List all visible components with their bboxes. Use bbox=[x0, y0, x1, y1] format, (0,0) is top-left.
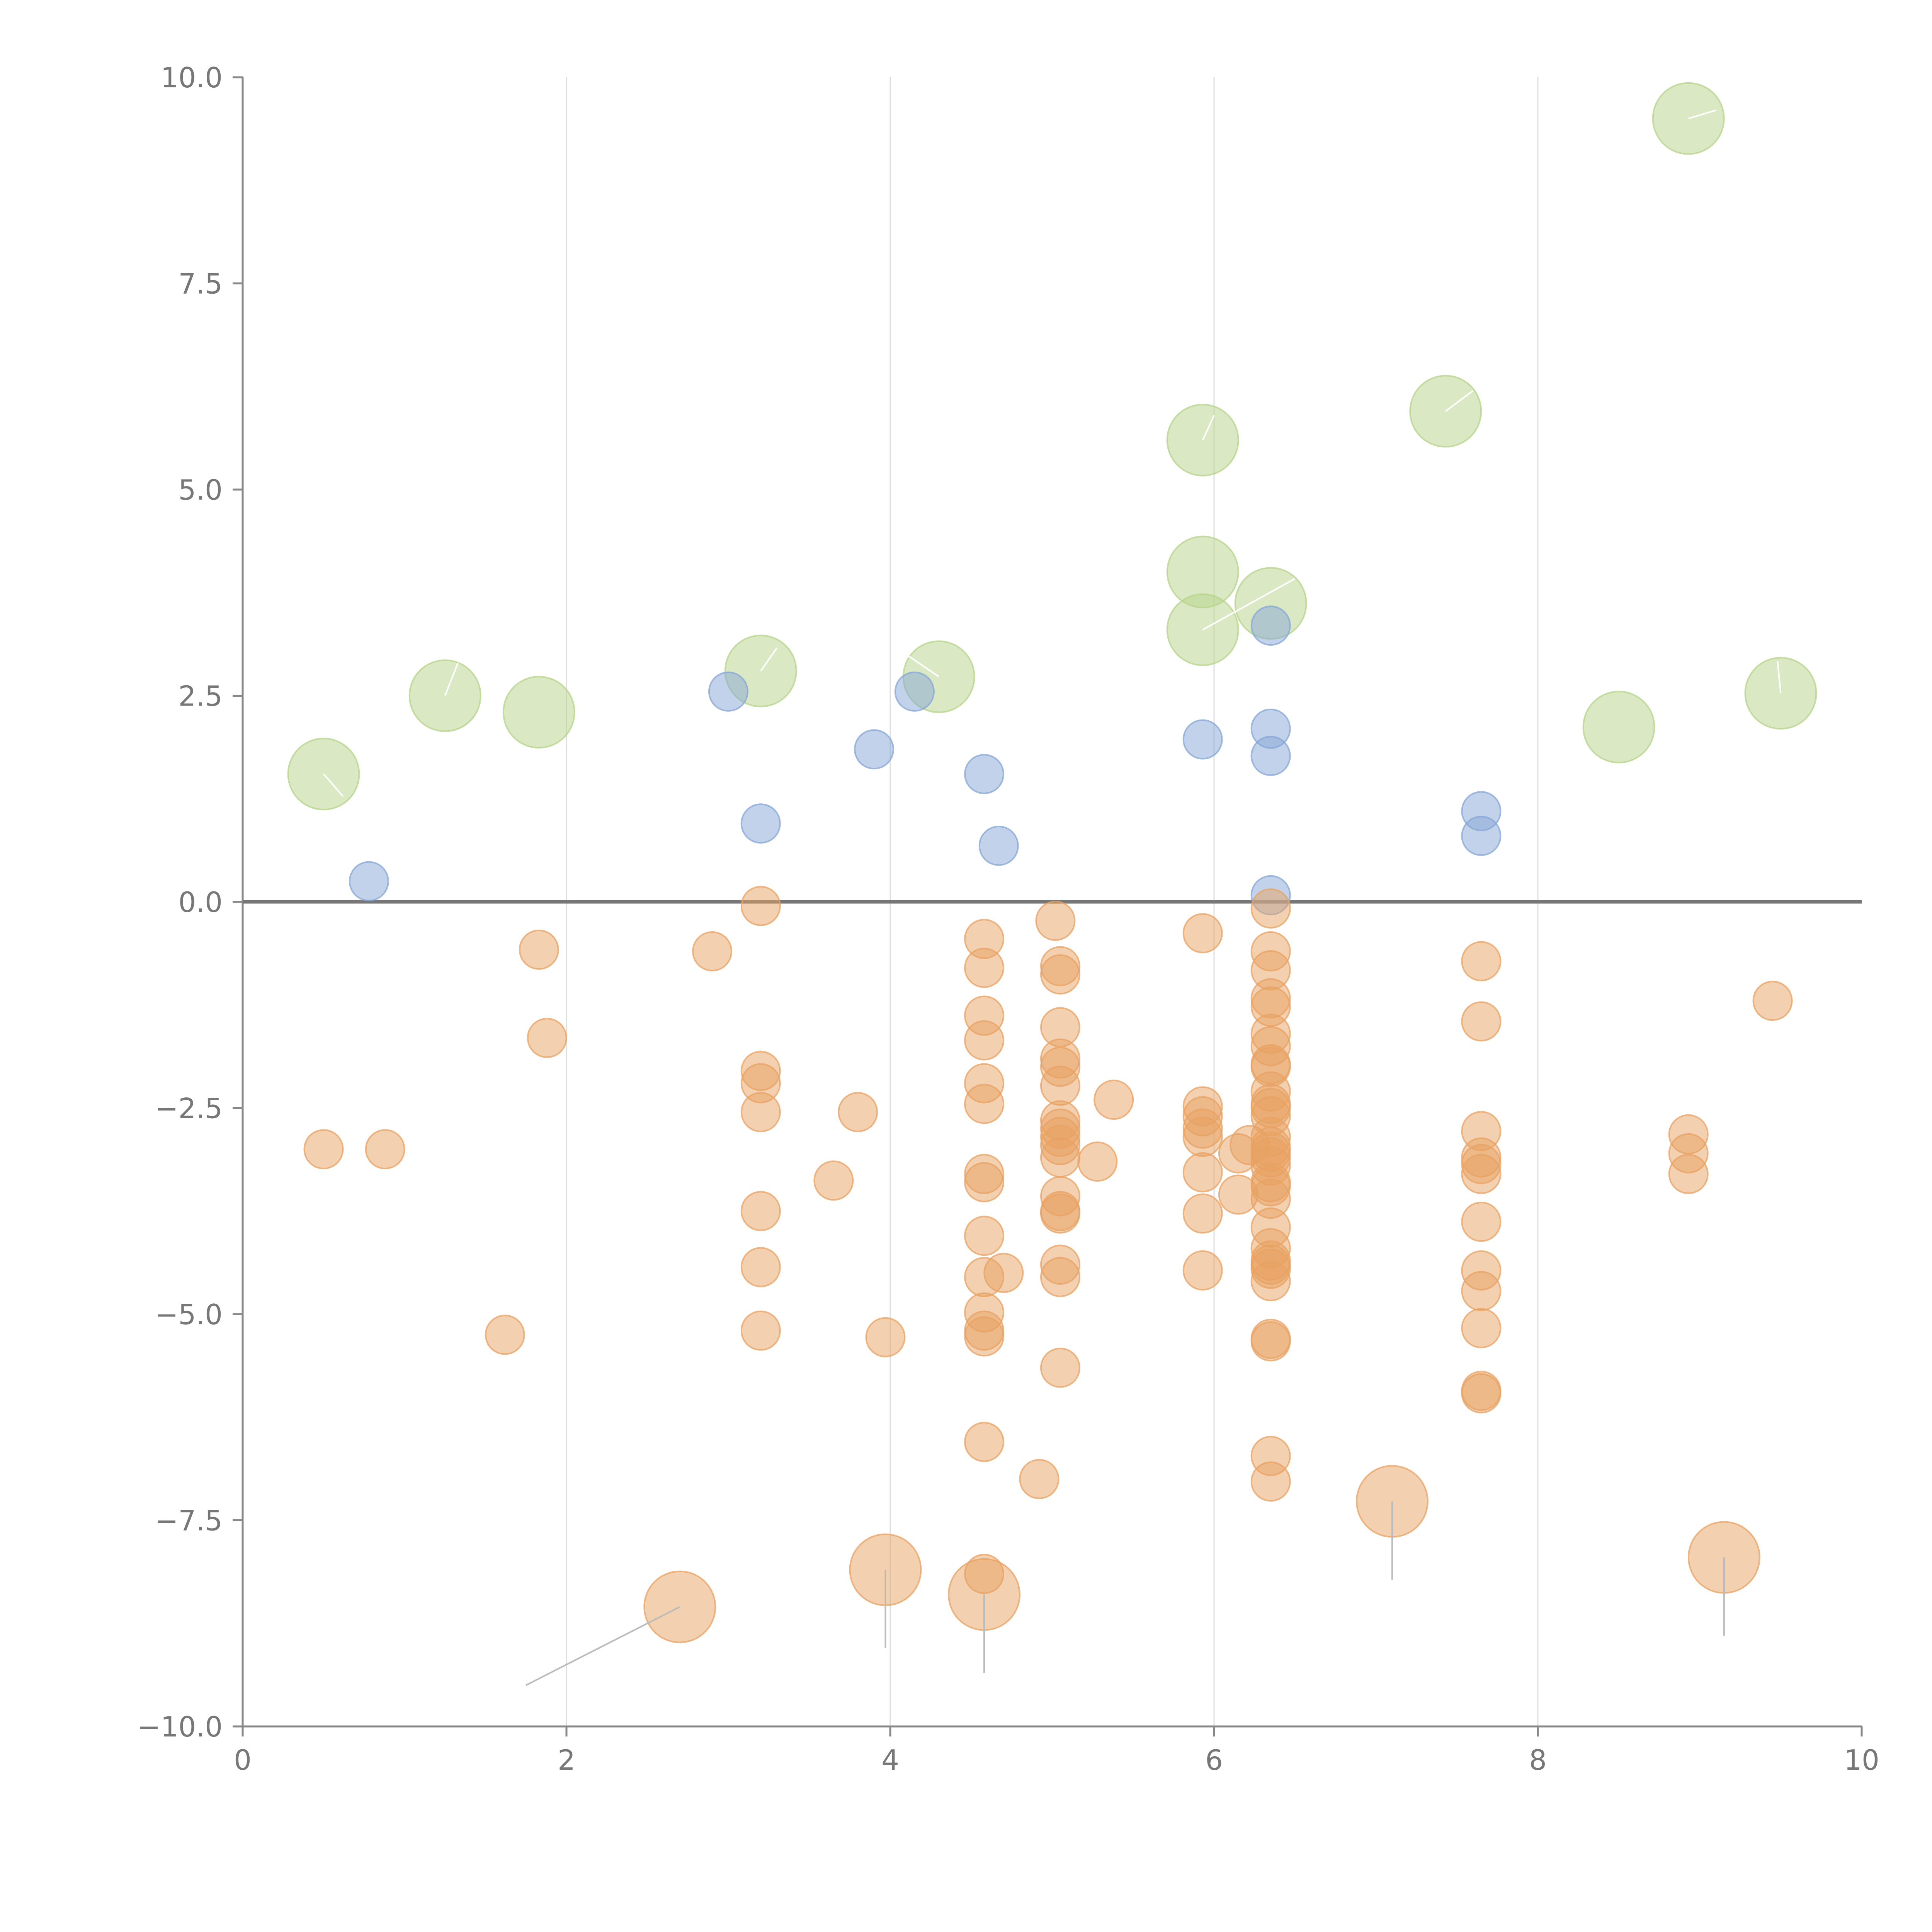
data-point-medium-negative bbox=[1461, 1373, 1502, 1413]
data-point-medium-negative bbox=[838, 1092, 878, 1133]
y-tick-label: 0.0 bbox=[178, 886, 223, 918]
annotation-leader-line bbox=[1688, 109, 1716, 119]
data-point-medium-positive bbox=[708, 671, 748, 712]
y-tick-label: −10.0 bbox=[137, 1711, 223, 1743]
data-point-medium-negative bbox=[1040, 1193, 1080, 1234]
x-tick-label: 0 bbox=[234, 1744, 252, 1776]
data-point-medium-negative bbox=[1182, 1250, 1223, 1291]
data-point-medium-negative bbox=[1461, 1271, 1502, 1311]
data-point-medium-negative bbox=[813, 1160, 854, 1201]
data-point-medium-negative bbox=[964, 1083, 1005, 1124]
data-point-medium-negative bbox=[964, 1216, 1005, 1256]
data-point-medium-positive bbox=[1250, 605, 1291, 646]
annotation-leader-line bbox=[444, 662, 459, 696]
data-point-medium-negative bbox=[1182, 913, 1223, 954]
y-tick-label: 7.5 bbox=[178, 268, 223, 300]
data-point-medium-negative bbox=[1182, 1193, 1223, 1234]
data-point-medium-negative bbox=[983, 1253, 1024, 1293]
data-point-medium-negative bbox=[1250, 888, 1291, 929]
data-point-medium-negative bbox=[1250, 1461, 1291, 1502]
data-point-medium-negative bbox=[1182, 1152, 1223, 1192]
x-tick-label: 2 bbox=[558, 1744, 575, 1776]
annotation-leader-line bbox=[323, 773, 344, 797]
data-point-medium-positive bbox=[978, 825, 1019, 866]
data-point-medium-positive bbox=[964, 754, 1005, 794]
data-point-medium-negative bbox=[1752, 981, 1793, 1021]
data-point-medium-positive bbox=[1461, 816, 1502, 856]
data-point-medium-negative bbox=[740, 1191, 781, 1231]
x-tick-label: 4 bbox=[881, 1744, 899, 1776]
annotation-leader-line bbox=[760, 647, 778, 672]
data-point-medium-negative bbox=[1668, 1154, 1709, 1194]
x-tick-label: 8 bbox=[1529, 1744, 1547, 1776]
data-point-medium-negative bbox=[1461, 1201, 1502, 1242]
data-point-medium-negative bbox=[964, 1316, 1005, 1357]
data-point-medium-negative bbox=[865, 1317, 906, 1357]
point-layer bbox=[287, 82, 1817, 1643]
data-point-medium-negative bbox=[485, 1315, 525, 1355]
data-point-medium-positive bbox=[349, 861, 389, 901]
data-point-medium-negative bbox=[740, 1247, 781, 1287]
data-point-large-positive bbox=[502, 676, 575, 749]
data-point-medium-negative bbox=[740, 886, 781, 926]
data-point-medium-negative bbox=[1461, 941, 1502, 981]
annotation-leader-line bbox=[1777, 661, 1782, 694]
annotation-leader-line bbox=[1445, 390, 1474, 412]
data-point-medium-negative bbox=[527, 1018, 567, 1058]
data-point-medium-negative bbox=[1035, 901, 1076, 941]
data-point-medium-negative bbox=[1461, 1308, 1502, 1349]
y-tick-label: −7.5 bbox=[155, 1505, 223, 1537]
annotation-leader-line bbox=[906, 654, 939, 678]
data-point-medium-positive bbox=[740, 803, 781, 844]
data-point-large-positive bbox=[1582, 690, 1655, 764]
annotation-leader-line bbox=[526, 1606, 680, 1686]
x-tick-label: 10 bbox=[1844, 1744, 1879, 1776]
y-tick-label: 2.5 bbox=[178, 680, 223, 713]
y-tick-label: −5.0 bbox=[155, 1298, 223, 1331]
x-tick-label: 6 bbox=[1205, 1744, 1223, 1776]
data-point-medium-negative bbox=[740, 1092, 781, 1133]
data-point-medium-negative bbox=[1040, 1347, 1080, 1388]
annotation-layer bbox=[323, 109, 1782, 1686]
data-point-medium-negative bbox=[1077, 1141, 1118, 1182]
annotation-leader-line bbox=[1202, 578, 1296, 631]
data-point-medium-positive bbox=[854, 729, 895, 770]
y-tick-label: −2.5 bbox=[155, 1092, 223, 1125]
annotation-leader-line bbox=[1202, 415, 1215, 440]
data-point-medium-positive bbox=[894, 671, 935, 712]
data-point-medium-negative bbox=[1040, 954, 1080, 995]
data-point-medium-negative bbox=[1040, 1065, 1080, 1106]
data-point-medium-negative bbox=[692, 931, 733, 972]
data-point-medium-negative bbox=[964, 947, 1005, 988]
data-point-medium-negative bbox=[1040, 1257, 1080, 1297]
data-point-medium-negative bbox=[1461, 1154, 1502, 1194]
axis-layer: 0 2 4 6 8 10 10.0 7.5 5.0 2.5 0.0 −2.5 −5.0 −7.5 −10.0 bbox=[137, 61, 1879, 1776]
y-tick-label: 5.0 bbox=[178, 474, 223, 506]
data-point-medium-negative bbox=[740, 1310, 781, 1351]
data-point-medium-negative bbox=[1250, 1261, 1291, 1301]
data-point-medium-negative bbox=[1094, 1080, 1134, 1120]
data-point-medium-positive bbox=[1182, 719, 1223, 760]
data-point-medium-negative bbox=[303, 1129, 344, 1170]
data-point-medium-negative bbox=[964, 1020, 1005, 1061]
data-point-medium-negative bbox=[519, 929, 559, 970]
y-tick-label: 10.0 bbox=[161, 61, 223, 94]
data-point-medium-negative bbox=[365, 1129, 405, 1170]
data-point-medium-positive bbox=[1250, 736, 1291, 776]
data-point-medium-negative bbox=[1182, 1117, 1223, 1157]
data-point-medium-negative bbox=[1250, 1321, 1291, 1362]
data-point-medium-negative bbox=[964, 1162, 1005, 1202]
data-point-medium-negative bbox=[1040, 1137, 1080, 1178]
data-point-medium-negative bbox=[1019, 1459, 1060, 1499]
data-point-medium-negative bbox=[1461, 1001, 1502, 1042]
data-point-medium-negative bbox=[964, 1422, 1005, 1462]
